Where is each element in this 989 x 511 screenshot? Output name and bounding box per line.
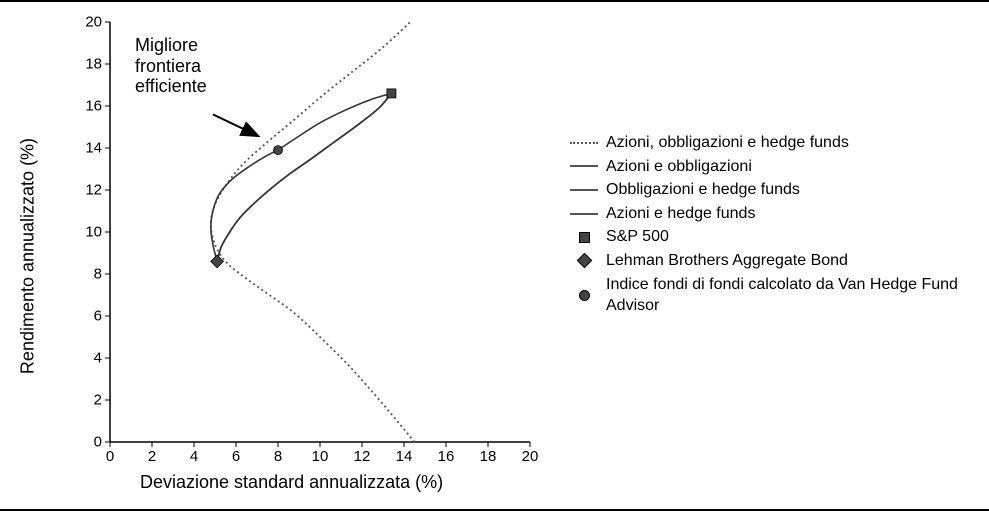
- y-tick-label: 10: [72, 224, 102, 241]
- legend-swatch-line-solid-icon: [570, 180, 598, 200]
- x-tick-label: 10: [312, 448, 329, 465]
- annotation-line3: efficiente: [135, 76, 207, 97]
- legend-item: Obbligazioni e hedge funds: [570, 179, 986, 201]
- annotation-arrow-icon: [213, 114, 257, 135]
- data-marker: [387, 89, 396, 98]
- x-tick-label: 12: [354, 448, 371, 465]
- x-tick-label: 18: [480, 448, 497, 465]
- x-axis-label: Deviazione standard annualizzata (%): [140, 472, 443, 493]
- legend-item: Indice fondi di fondi calcolato da Van H…: [570, 274, 986, 317]
- legend-swatch-line-solid-icon: [570, 204, 598, 224]
- annotation-label: Migliore frontiera efficiente: [135, 35, 207, 97]
- legend-label: S&P 500: [606, 226, 669, 248]
- legend-item: Azioni e hedge funds: [570, 203, 986, 225]
- legend-swatch-diamond-icon: [570, 251, 598, 271]
- y-tick-label: 0: [72, 434, 102, 451]
- legend: Azioni, obbligazioni e hedge funds Azion…: [570, 132, 986, 319]
- legend-label: Indice fondi di fondi calcolato da Van H…: [606, 274, 986, 317]
- x-tick-label: 8: [274, 448, 282, 465]
- legend-label: Azioni e obbligazioni: [606, 156, 752, 178]
- x-tick-label: 2: [148, 448, 156, 465]
- series-line: [211, 22, 415, 442]
- legend-item: Azioni e obbligazioni: [570, 156, 986, 178]
- x-tick-label: 0: [106, 448, 114, 465]
- y-tick-label: 16: [72, 98, 102, 115]
- legend-label: Azioni, obbligazioni e hedge funds: [606, 132, 849, 154]
- y-tick-label: 6: [72, 308, 102, 325]
- chart-frame: Rendimento annualizzato (%) Deviazione s…: [0, 0, 989, 511]
- data-marker: [211, 255, 224, 268]
- legend-label: Lehman Brothers Aggregate Bond: [606, 250, 848, 272]
- x-tick-label: 16: [438, 448, 455, 465]
- x-tick-label: 14: [396, 448, 413, 465]
- y-tick-label: 12: [72, 182, 102, 199]
- x-tick-label: 20: [522, 448, 539, 465]
- y-axis-label: Rendimento annualizzato (%): [18, 137, 39, 373]
- y-tick-label: 14: [72, 140, 102, 157]
- y-tick-label: 4: [72, 350, 102, 367]
- y-tick-label: 2: [72, 392, 102, 409]
- legend-item: S&P 500: [570, 226, 986, 248]
- series-line: [217, 93, 391, 261]
- legend-swatch-square-icon: [570, 227, 598, 247]
- y-tick-label: 20: [72, 14, 102, 31]
- y-tick-label: 8: [72, 266, 102, 283]
- legend-swatch-circle-icon: [570, 285, 598, 305]
- series-line: [211, 150, 278, 261]
- legend-label: Obbligazioni e hedge funds: [606, 179, 800, 201]
- data-marker: [274, 146, 283, 155]
- y-tick-label: 18: [72, 56, 102, 73]
- legend-swatch-line-solid-icon: [570, 156, 598, 176]
- annotation-line2: frontiera: [135, 56, 207, 77]
- legend-swatch-line-dotted-icon: [570, 133, 598, 153]
- annotation-line1: Migliore: [135, 35, 207, 56]
- x-tick-label: 6: [232, 448, 240, 465]
- legend-item: Lehman Brothers Aggregate Bond: [570, 250, 986, 272]
- legend-item: Azioni, obbligazioni e hedge funds: [570, 132, 986, 154]
- legend-label: Azioni e hedge funds: [606, 203, 755, 225]
- x-tick-label: 4: [190, 448, 198, 465]
